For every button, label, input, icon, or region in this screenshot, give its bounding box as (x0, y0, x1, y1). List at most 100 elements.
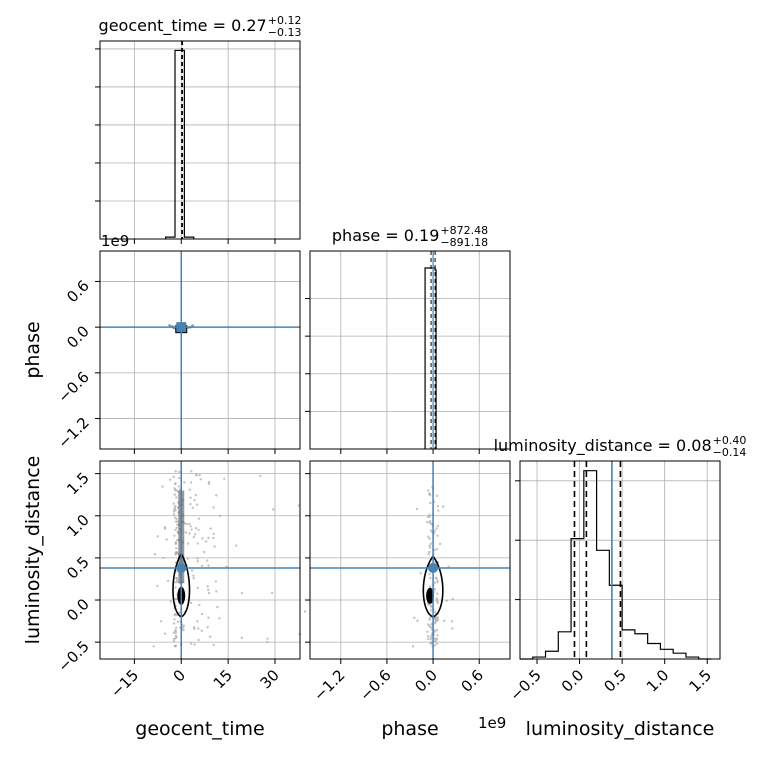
sample-point (223, 477, 226, 481)
sample-point (174, 470, 177, 473)
sample-point (195, 503, 199, 506)
sample-point (206, 585, 209, 588)
sample-point (193, 626, 196, 629)
sample-point (435, 599, 438, 602)
sample-point (434, 621, 437, 624)
sample-point (172, 475, 175, 479)
sample-point (174, 629, 178, 633)
sample-point (205, 559, 209, 562)
sample-point (175, 576, 178, 580)
sample-point (212, 532, 215, 536)
y-tick-label: −0.6 (54, 368, 92, 406)
sample-point (189, 496, 192, 499)
sample-point (419, 572, 422, 575)
sample-point (194, 493, 198, 497)
sample-point (182, 626, 185, 629)
sample-point (193, 643, 196, 646)
sample-point (201, 537, 204, 540)
sample-point (188, 522, 191, 526)
sample-point (189, 525, 192, 528)
sample-point (434, 576, 437, 580)
sample-point (197, 517, 201, 520)
sample-point (428, 546, 432, 549)
y-tick-label: −0.5 (54, 637, 92, 675)
sample-point (176, 620, 180, 624)
sample-point (174, 541, 178, 545)
sample-point (168, 324, 171, 327)
sample-point (163, 527, 167, 530)
sample-point (426, 630, 429, 633)
sample-point (174, 626, 178, 629)
sample-point (176, 580, 179, 584)
sample-point (433, 630, 437, 633)
sample-point (172, 513, 176, 516)
histogram-bars (165, 49, 195, 239)
sample-point (195, 474, 198, 477)
sample-point (189, 642, 193, 645)
sample-point (175, 496, 178, 499)
sample-point (438, 542, 442, 546)
sample-point (436, 601, 439, 605)
x-tick-label: −0.5 (506, 666, 544, 704)
sample-point (190, 470, 193, 473)
sample-point (435, 638, 438, 642)
sample-point (427, 635, 430, 638)
sample-point (162, 556, 165, 560)
sample-point (193, 533, 197, 536)
sample-point (451, 597, 454, 601)
sample-point (415, 507, 419, 511)
sample-point (303, 610, 307, 613)
sample-point (436, 581, 439, 584)
sample-point (152, 645, 155, 648)
sample-point (197, 528, 200, 532)
sample-point (176, 539, 179, 542)
panel-frame (99, 460, 301, 660)
sample-point (173, 482, 177, 486)
sample-point (161, 485, 164, 488)
sample-point (172, 639, 176, 643)
marginal-phase (305, 250, 511, 454)
sample-point (197, 638, 200, 642)
truth-marker (176, 563, 187, 574)
sample-point (189, 502, 192, 506)
sample-point (428, 616, 432, 619)
sample-point (175, 547, 178, 550)
sample-point (212, 536, 215, 540)
sample-point (427, 552, 430, 556)
sample-point (428, 513, 431, 517)
sample-point (270, 591, 274, 595)
sample-point (209, 635, 212, 638)
sample-point (202, 550, 206, 554)
sample-point (218, 514, 222, 517)
sample-point (173, 516, 177, 519)
offset-text-phase: 1e9 (478, 714, 506, 732)
sample-point (428, 537, 431, 540)
x-tick-label: −1.2 (310, 666, 348, 704)
panel-frame (309, 250, 511, 450)
y-axis-label-luminosity-distance: luminosity_distance (22, 456, 44, 645)
sample-point (207, 536, 210, 540)
sample-point (240, 636, 244, 640)
sample-point (173, 534, 176, 537)
panel-frame (519, 460, 721, 660)
sample-point (173, 612, 177, 616)
sample-point (427, 489, 430, 492)
sample-point (433, 548, 436, 552)
sample-point (175, 635, 178, 639)
sample-point (185, 522, 188, 526)
sample-point (218, 617, 221, 620)
y-tick-label: 0.5 (63, 553, 93, 583)
sample-point (416, 619, 419, 623)
sample-point (435, 642, 439, 645)
sample-point (436, 504, 440, 508)
y-tick-label: 1.0 (63, 511, 93, 541)
sample-point (207, 588, 210, 592)
sample-point (436, 634, 439, 637)
sample-point (200, 612, 204, 616)
sample-point (428, 618, 431, 621)
sample-point (436, 524, 440, 528)
sample-point (199, 478, 202, 481)
sample-point (429, 604, 433, 608)
sample-point (435, 547, 439, 551)
sample-point (213, 545, 216, 548)
